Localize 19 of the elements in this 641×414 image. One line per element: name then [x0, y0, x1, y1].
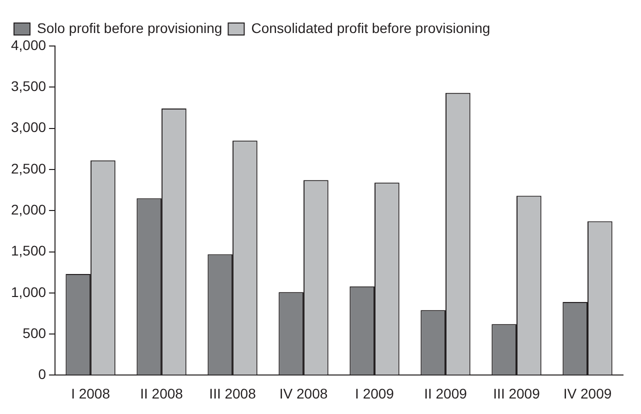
legend-label: Consolidated profit before provisioning: [251, 20, 490, 36]
x-tick-label: IV 2009: [563, 385, 612, 402]
y-tick-label: 1,000: [10, 284, 46, 300]
y-tick-label: 0: [38, 366, 46, 382]
y-tick-label: 2,000: [10, 201, 46, 218]
x-tick-label: I 2009: [355, 385, 394, 402]
legend-label: Solo profit before provisioning: [37, 20, 222, 36]
x-tick-label: II 2009: [424, 385, 468, 402]
y-tick-label: 4,000: [10, 36, 46, 53]
x-tick-label: III 2008: [209, 385, 256, 402]
x-tick-label: II 2008: [140, 385, 184, 402]
y-tick-label: 1,500: [10, 242, 46, 259]
x-tick-label: I 2008: [71, 385, 110, 402]
x-tick-label: IV 2008: [279, 385, 328, 402]
y-tick-label: 2,500: [10, 160, 46, 176]
y-tick-label: 500: [22, 324, 46, 341]
y-tick-label: 3,500: [10, 78, 46, 94]
y-tick-label: 3,000: [10, 119, 46, 136]
x-tick-label: III 2009: [493, 385, 540, 402]
